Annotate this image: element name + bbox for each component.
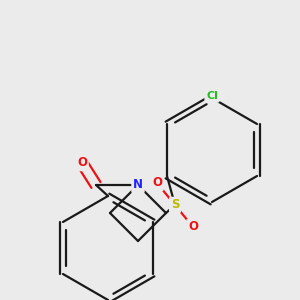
Text: Cl: Cl [206, 91, 218, 101]
Text: O: O [77, 157, 87, 169]
Text: N: N [133, 178, 143, 191]
Text: S: S [171, 199, 179, 212]
Text: O: O [188, 220, 198, 233]
Text: O: O [152, 176, 162, 190]
